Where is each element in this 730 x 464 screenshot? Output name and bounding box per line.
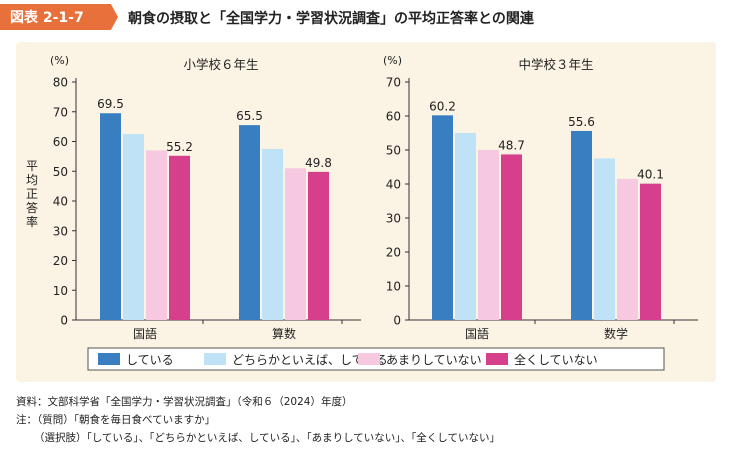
y-tick-label: 80 [53,76,68,90]
legend-swatch [358,353,380,365]
y-tick-label: 60 [53,135,68,149]
chart-title: 中学校３年生 [518,57,593,72]
source-note: 資料：文部科学省「全国学力・学習状況調査」（令和６（2024）年度） [16,396,353,408]
bar [123,134,144,320]
bar [571,130,592,320]
legend-label: あまりしていない [386,353,482,367]
y-axis-unit: (%) [383,54,402,67]
legend-swatch [204,353,226,365]
data-label: 48.7 [498,138,525,152]
bar [640,183,661,320]
bar [501,154,522,320]
figure-number-badge: 図表 2-1-7 [0,4,118,30]
question-note: 注：（質問）「朝食を毎日食べていますか」 [16,414,216,426]
y-tick-label: 20 [386,246,401,260]
y-tick-label: 10 [386,280,401,294]
y-tick-label: 0 [393,314,401,328]
bar [239,125,260,320]
y-axis-unit: (%) [50,54,69,67]
y-tick-label: 30 [53,224,68,238]
legend-swatch [486,353,508,365]
y-tick-label: 60 [386,110,401,124]
y-tick-label: 0 [60,314,68,328]
chart-title: 小学校６年生 [183,57,258,72]
y-tick-label: 70 [386,76,401,90]
options-note: （選択肢）「している」、「どちらかといえば、している」、「あまりしていない」、「… [34,432,500,444]
bar [432,115,453,320]
data-label: 60.2 [429,99,456,113]
y-tick-label: 70 [53,105,68,119]
y-axis-label-char: 答 [26,200,38,215]
y-tick-label: 40 [386,178,401,192]
chart-panel: 小学校６年生 (%) 0 10 20 30 40 50 60 70 80 平均正答率 69.5 55.2 国… [16,42,716,382]
y-axis-label-char: 均 [26,173,38,187]
y-tick-label: 50 [53,165,68,179]
y-tick-label: 20 [53,254,68,268]
y-axis-label-char: 率 [26,214,38,229]
chart-canvas: 小学校６年生 (%) 0 10 20 30 40 50 60 70 80 平均正答率 69.5 55.2 国… [26,54,698,371]
figure-header: 図表 2-1-7 朝食の摂取と「全国学力・学習状況調査」の平均正答率との関連 [0,0,730,32]
bar [478,150,499,320]
x-category-label: 算数 [272,326,296,341]
y-axis-label-char: 正 [26,187,38,201]
figure-title: 朝食の摂取と「全国学力・学習状況調査」の平均正答率との関連 [128,11,534,27]
bar [146,150,167,320]
bar [169,155,190,320]
y-tick-label: 50 [386,144,401,158]
bar [617,178,638,320]
legend-label: 全くしていない [514,352,598,367]
legend-label: している [126,353,174,367]
bar [285,168,306,320]
bar [455,133,476,320]
data-label: 40.1 [637,168,664,182]
bar [594,158,615,320]
y-tick-label: 10 [53,284,68,298]
y-axis-label-char: 平 [26,159,38,173]
bar [308,171,329,320]
data-label: 55.6 [568,115,595,129]
x-category-label: 国語 [133,326,157,341]
data-label: 55.2 [166,140,193,154]
data-label: 69.5 [97,97,124,111]
bar [262,148,283,320]
figure-notes: 資料：文部科学省「全国学力・学習状況調査」（令和６（2024）年度） 注：（質問… [16,393,500,447]
legend-swatch [98,353,120,365]
y-tick-label: 40 [53,195,68,209]
bar [100,113,121,320]
legend-label: どちらかといえば、している [232,353,388,367]
data-label: 65.5 [236,109,263,123]
y-tick-label: 30 [386,212,401,226]
x-category-label: 国語 [465,326,489,341]
data-label: 49.8 [305,156,332,170]
x-category-label: 数学 [604,326,628,341]
